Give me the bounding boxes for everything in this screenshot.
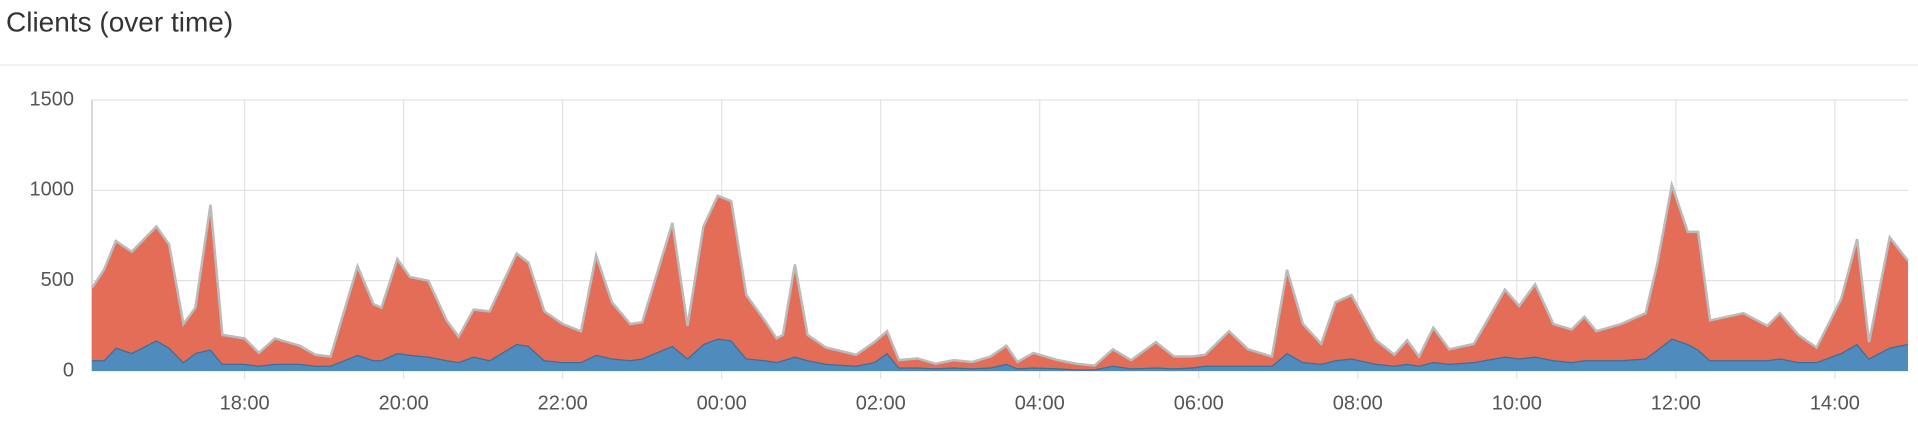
x-tick-label: 00:00: [697, 392, 747, 414]
x-tick-label: 12:00: [1651, 392, 1701, 414]
x-tick-label: 02:00: [856, 392, 906, 414]
y-tick-label: 1500: [30, 88, 75, 110]
x-tick-label: 10:00: [1492, 392, 1542, 414]
x-tick-label: 18:00: [220, 392, 270, 414]
x-tick-label: 22:00: [538, 392, 588, 414]
x-tick-label: 08:00: [1333, 392, 1383, 414]
y-tick-label: 1000: [30, 179, 75, 201]
y-tick-label: 500: [41, 269, 74, 291]
x-tick-label: 14:00: [1810, 392, 1860, 414]
x-tick-label: 20:00: [379, 392, 429, 414]
area-line: [90, 179, 1909, 367]
x-tick-label: 04:00: [1015, 392, 1065, 414]
area: [92, 338, 1908, 371]
y-tick-label: 0: [63, 359, 74, 381]
areas: [90, 179, 1909, 371]
chart-title: Clients (over time): [6, 6, 233, 37]
x-tick-label: 06:00: [1174, 392, 1224, 414]
area: [92, 184, 1908, 370]
labels: 0 500 1000 1500 18:00 20:00 22:00 00:00 02:00 04:…: [30, 88, 1860, 414]
